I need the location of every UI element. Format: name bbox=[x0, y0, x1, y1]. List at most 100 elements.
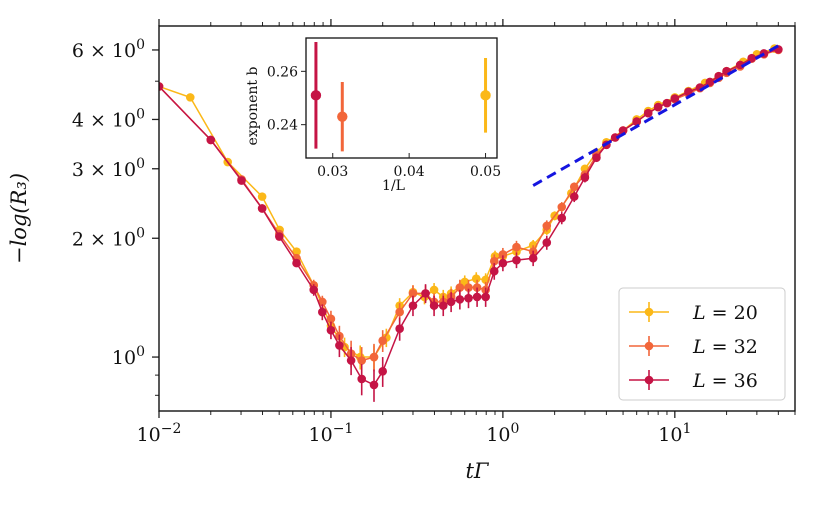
y-tick-label: 3 × 100 bbox=[72, 156, 145, 181]
inset-plot: 0.03 0.04 0.05 0.24 0.26 1/L exponent b bbox=[245, 37, 501, 194]
point-L36 bbox=[309, 285, 319, 295]
x-tick-label: 101 bbox=[658, 421, 691, 446]
point-L36 bbox=[670, 94, 680, 103]
point-L36 bbox=[747, 53, 757, 63]
point-L36 bbox=[684, 87, 693, 97]
point-L20 bbox=[292, 247, 301, 256]
point-L36 bbox=[346, 356, 356, 365]
series-L36 bbox=[159, 45, 783, 402]
inset-x-tick-label: 0.03 bbox=[317, 164, 348, 180]
point-L32 bbox=[408, 289, 418, 298]
point-L36 bbox=[662, 98, 672, 108]
point-L36 bbox=[610, 133, 620, 142]
inset-marker bbox=[337, 111, 348, 122]
point-L36 bbox=[592, 153, 601, 162]
main-plot: 10−2 10−1 100 101 100 2 × 100 3 × 100 4 × 100 6 … bbox=[7, 19, 796, 483]
point-L32 bbox=[557, 202, 567, 212]
point-L36 bbox=[206, 135, 216, 145]
inset-point-2 bbox=[480, 58, 491, 133]
point-L36 bbox=[528, 253, 538, 263]
point-L36 bbox=[395, 324, 404, 333]
point-L36 bbox=[632, 117, 641, 126]
inset-frame bbox=[305, 37, 498, 159]
legend-label: L = 36 bbox=[692, 370, 758, 392]
point-L36 bbox=[159, 82, 164, 91]
x-tick-label: 100 bbox=[486, 421, 519, 446]
y-tick-label: 4 × 100 bbox=[72, 106, 145, 131]
point-L32 bbox=[455, 283, 465, 292]
y-tick-label: 100 bbox=[112, 344, 145, 369]
inset-y-tick-label: 0.26 bbox=[267, 64, 298, 80]
point-L36 bbox=[292, 258, 301, 268]
point-L36 bbox=[498, 258, 508, 268]
point-L20 bbox=[257, 192, 267, 201]
data-layer bbox=[159, 44, 783, 402]
point-L32 bbox=[464, 283, 473, 292]
point-L32 bbox=[498, 250, 508, 259]
point-L36 bbox=[429, 301, 439, 310]
y-tick-label: 6 × 100 bbox=[72, 37, 145, 62]
point-L36 bbox=[618, 126, 628, 135]
y-axis-title: −log(R₃) bbox=[7, 173, 31, 264]
inset-point-0 bbox=[310, 42, 322, 149]
x-axis-title: tΓ bbox=[465, 459, 489, 483]
point-L32 bbox=[378, 336, 387, 346]
y-tick-label: 2 × 100 bbox=[72, 225, 145, 250]
point-L36 bbox=[446, 297, 456, 307]
legend: L = 20 L = 32 L = 36 bbox=[618, 287, 786, 401]
point-L36 bbox=[705, 77, 715, 87]
point-L36 bbox=[580, 173, 590, 182]
inset-y-title: exponent b bbox=[245, 67, 261, 146]
point-L36 bbox=[489, 266, 499, 276]
legend-marker bbox=[644, 341, 654, 351]
point-L36 bbox=[318, 307, 327, 317]
plot-frame bbox=[158, 25, 796, 412]
point-L36 bbox=[357, 374, 367, 384]
legend-item-L32: L = 32 bbox=[629, 336, 758, 358]
legend-label: L = 32 bbox=[692, 336, 758, 358]
point-L36 bbox=[408, 301, 418, 310]
point-L32 bbox=[489, 256, 499, 266]
point-L20 bbox=[185, 93, 195, 102]
legend-marker bbox=[644, 307, 654, 317]
inset-x-tick-label: 0.05 bbox=[470, 164, 501, 180]
point-L36 bbox=[653, 102, 663, 112]
point-L32 bbox=[369, 352, 379, 362]
point-L36 bbox=[421, 289, 430, 298]
point-L20 bbox=[429, 285, 439, 295]
point-L36 bbox=[512, 255, 521, 265]
point-L36 bbox=[257, 204, 267, 213]
inset-marker bbox=[480, 90, 491, 101]
point-L36 bbox=[481, 292, 490, 302]
inset-y-tick-label: 0.24 bbox=[267, 118, 298, 134]
point-L36 bbox=[275, 232, 284, 241]
point-L32 bbox=[326, 314, 336, 324]
point-L32 bbox=[512, 242, 521, 252]
point-L36 bbox=[455, 295, 465, 304]
point-L36 bbox=[557, 213, 567, 223]
point-L36 bbox=[464, 293, 473, 303]
legend-label: L = 20 bbox=[692, 302, 758, 324]
inset-point-1 bbox=[337, 82, 348, 152]
point-L32 bbox=[318, 297, 327, 307]
point-L36 bbox=[326, 325, 336, 335]
point-L32 bbox=[569, 182, 579, 192]
inset-x-title: 1/L bbox=[382, 178, 405, 194]
point-L36 bbox=[369, 380, 379, 390]
point-L36 bbox=[472, 292, 482, 302]
point-L36 bbox=[237, 176, 246, 185]
point-L32 bbox=[542, 221, 552, 231]
point-L36 bbox=[542, 238, 552, 247]
legend-item-L36: L = 36 bbox=[629, 370, 758, 392]
point-L36 bbox=[378, 367, 387, 376]
point-L32 bbox=[357, 356, 367, 365]
point-L36 bbox=[335, 341, 344, 350]
point-L36 bbox=[438, 301, 448, 310]
legend-marker bbox=[644, 375, 654, 385]
x-tick-label: 10−2 bbox=[137, 421, 182, 446]
legend-item-L20: L = 20 bbox=[629, 302, 758, 324]
point-L36 bbox=[643, 108, 653, 118]
inset-x-tick-label: 0.04 bbox=[394, 164, 425, 180]
point-L32 bbox=[395, 307, 404, 317]
